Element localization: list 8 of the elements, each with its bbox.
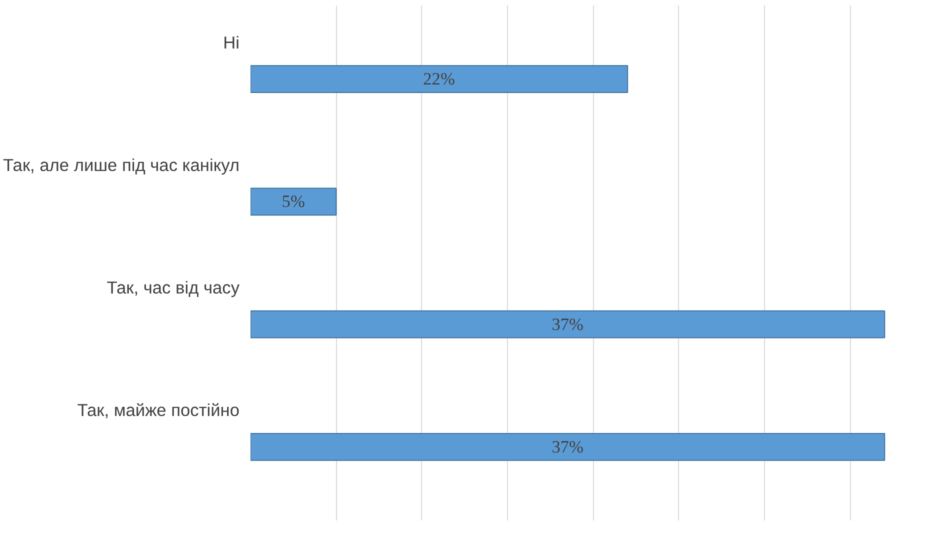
data-label: 37% xyxy=(552,437,584,456)
y-tick-label: Ні xyxy=(223,32,240,52)
data-label: 5% xyxy=(282,192,305,212)
data-label: 22% xyxy=(423,70,455,89)
y-tick-label: Так, майже постійно xyxy=(77,400,240,420)
y-tick-label: Так, але лише під час канікул xyxy=(3,154,240,175)
data-label: 37% xyxy=(552,314,584,334)
y-tick-label: Так, час від часу xyxy=(106,278,240,298)
